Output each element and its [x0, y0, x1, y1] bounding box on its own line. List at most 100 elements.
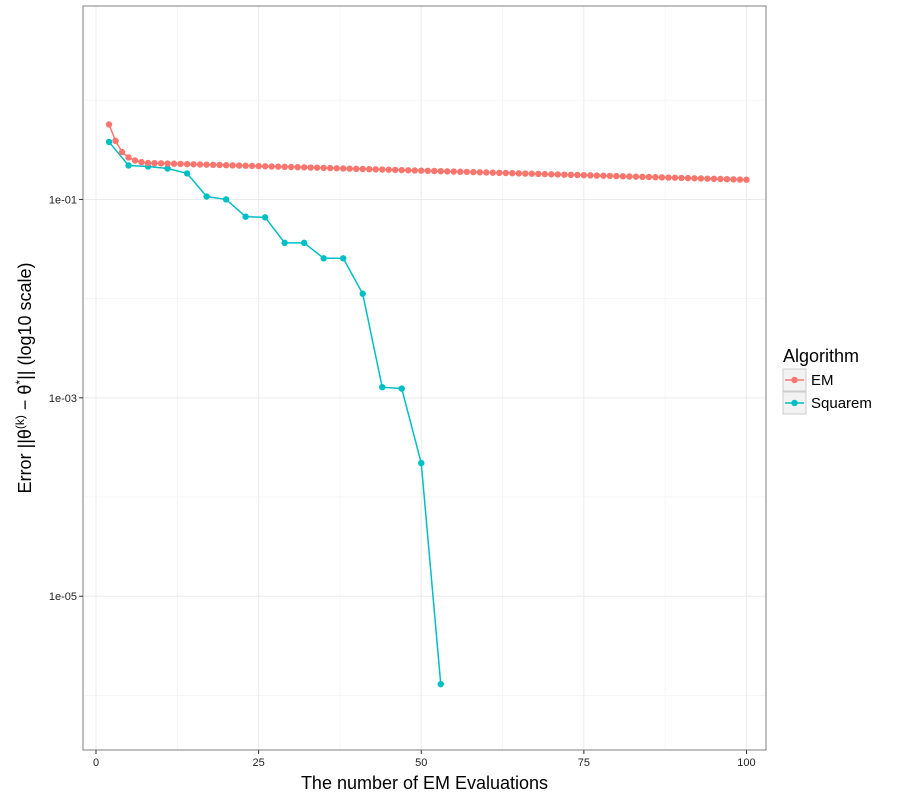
data-point-em: [209, 161, 217, 169]
data-point-em: [548, 171, 555, 178]
series-squarem: [105, 138, 444, 688]
data-point-em: [470, 168, 477, 176]
data-point-em: [639, 173, 646, 181]
data-point-em: [242, 162, 249, 169]
data-point-em: [307, 164, 314, 171]
data-point-squarem: [359, 290, 366, 297]
legend-title: Algorithm: [783, 346, 859, 366]
data-point-em: [196, 161, 204, 168]
data-point-em: [177, 160, 184, 168]
data-point-em: [723, 175, 731, 183]
data-point-em: [281, 163, 288, 171]
data-point-em: [300, 164, 308, 171]
data-point-em: [333, 165, 340, 172]
data-point-em: [248, 162, 256, 170]
legend: Algorithm EM Squarem: [782, 346, 872, 415]
x-tick-label: 75: [578, 757, 590, 769]
data-point-em: [151, 159, 158, 167]
data-point-em: [489, 169, 496, 176]
data-point-em: [457, 168, 464, 175]
data-point-squarem: [379, 384, 386, 391]
plot-panel-background: [83, 6, 766, 750]
data-point-em: [313, 164, 321, 171]
data-point-em: [541, 170, 549, 178]
y-axis-title: Error ||θ(k) − θ*|| (log10 scale): [13, 263, 35, 494]
data-point-squarem: [222, 196, 230, 203]
y-axis-title-prefix: Error ||θ: [15, 429, 35, 493]
y-tick-label: 1e-01: [49, 194, 77, 206]
data-point-em: [535, 170, 542, 178]
data-point-em: [704, 175, 711, 182]
data-point-em: [229, 162, 236, 169]
data-point-squarem: [339, 255, 347, 262]
data-point-em: [379, 166, 386, 173]
data-point-squarem: [125, 162, 132, 169]
data-point-em: [157, 160, 165, 167]
y-tick-label: 1e-03: [49, 393, 77, 405]
y-axis-title-mid: − θ: [15, 385, 35, 416]
data-point-em: [730, 176, 737, 183]
data-point-em: [684, 174, 692, 182]
data-point-em: [561, 171, 568, 178]
data-point-em: [353, 165, 360, 173]
data-point-em: [418, 167, 425, 174]
data-point-em: [496, 169, 503, 177]
data-point-em: [574, 171, 581, 179]
data-point-squarem: [242, 213, 249, 220]
data-point-squarem: [300, 239, 308, 247]
data-point-em: [131, 157, 139, 164]
major-gridlines: [83, 6, 766, 750]
data-point-em: [502, 169, 510, 177]
data-point-em: [697, 175, 705, 182]
x-tick-label: 0: [93, 757, 99, 769]
data-point-em: [125, 154, 132, 161]
data-point-em: [606, 172, 614, 180]
data-point-em: [424, 167, 431, 175]
legend-label-squarem: Squarem: [811, 395, 872, 412]
data-point-em: [645, 173, 653, 181]
data-point-em: [183, 160, 191, 168]
data-point-em: [261, 163, 269, 170]
data-point-em: [339, 165, 347, 172]
data-point-em: [613, 172, 620, 180]
data-point-em: [398, 166, 405, 174]
data-point-em: [287, 163, 295, 171]
data-point-em: [528, 170, 536, 177]
data-point-em: [268, 163, 275, 170]
y-axis-title-sup-k: (k): [13, 415, 27, 429]
data-point-em: [112, 137, 119, 145]
series-layer: [105, 121, 750, 688]
data-point-em: [437, 167, 444, 175]
data-point-em: [411, 167, 418, 174]
data-point-em: [522, 170, 529, 177]
data-point-em: [235, 162, 243, 169]
data-point-em: [190, 161, 197, 168]
data-point-em: [600, 172, 607, 179]
data-point-em: [632, 173, 640, 180]
data-point-em: [366, 165, 373, 173]
data-point-squarem: [261, 214, 269, 221]
y-axis-title-sup-star: *: [13, 380, 27, 385]
data-point-squarem: [105, 138, 113, 146]
data-point-em: [567, 171, 575, 179]
data-point-em: [509, 169, 516, 177]
data-point-squarem: [164, 165, 171, 172]
data-point-em: [105, 121, 113, 128]
x-axis-title: The number of EM Evaluations: [301, 773, 548, 793]
data-point-squarem: [398, 385, 405, 392]
data-point-em: [483, 169, 490, 176]
data-point-squarem: [437, 680, 444, 688]
data-point-em: [164, 160, 171, 167]
data-point-em: [444, 168, 451, 175]
data-point-em: [320, 164, 327, 172]
data-point-em: [554, 171, 562, 178]
data-point-em: [274, 163, 282, 170]
data-point-em: [346, 165, 353, 172]
y-axis-title-suffix: || (log10 scale): [15, 263, 35, 380]
data-point-em: [710, 175, 718, 183]
data-point-squarem: [183, 170, 191, 177]
data-point-em: [144, 159, 152, 167]
data-point-em: [118, 148, 126, 156]
data-point-em: [222, 161, 230, 169]
data-point-em: [736, 176, 744, 183]
